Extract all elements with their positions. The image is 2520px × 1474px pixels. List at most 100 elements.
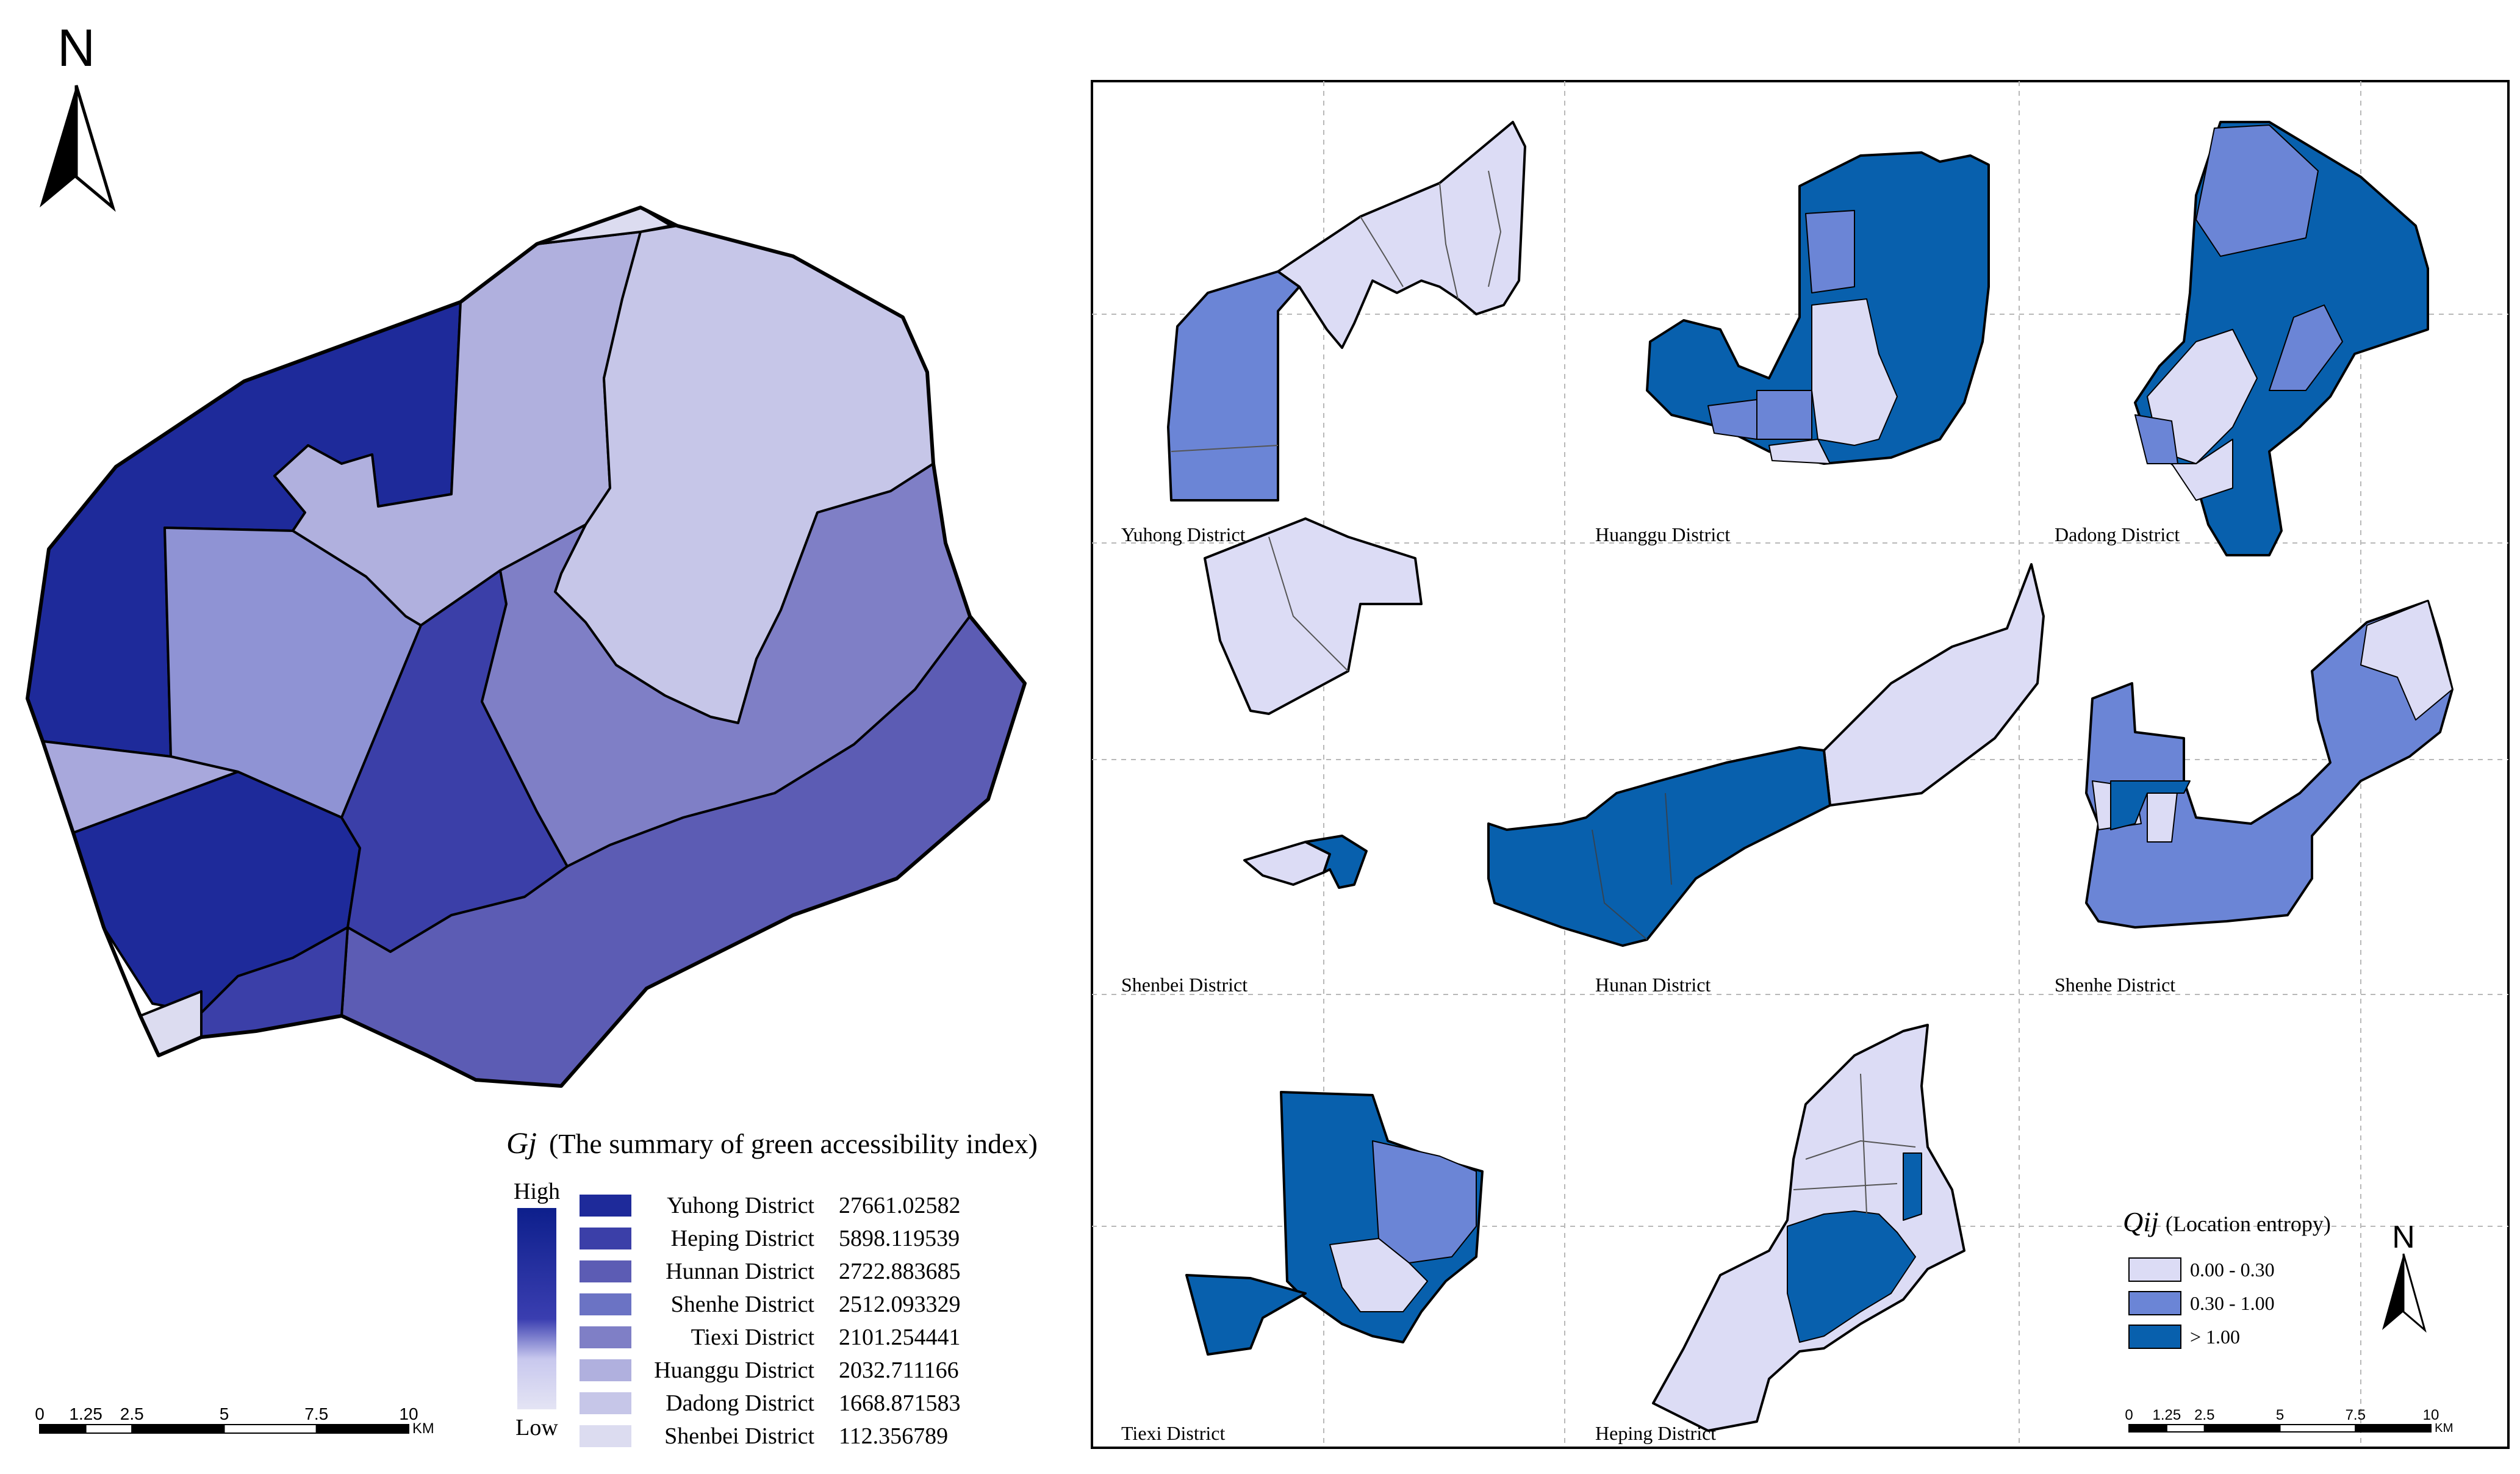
gj-swatch: [580, 1326, 631, 1348]
qij-swatch: [2128, 1291, 2181, 1315]
panel-label: Dadong District: [2055, 523, 2180, 545]
huanggu-sub-mid-c: [1707, 399, 1757, 440]
panel-label: Shenhe District: [2055, 974, 2175, 996]
north-arrow-right-dark: [2382, 1254, 2403, 1330]
sub-district-maps: [1167, 121, 2454, 1432]
gj-district-name: Shenhe District: [671, 1292, 815, 1317]
qij-class-label: 0.00 - 0.30: [2190, 1259, 2275, 1281]
hunnan-sub-dark-b: [1592, 793, 1672, 940]
scale-segment: [2128, 1424, 2167, 1433]
scale-tick-label: 1.25: [2153, 1407, 2181, 1423]
scale-segment: [39, 1424, 87, 1434]
gj-district-name: Dadong District: [666, 1390, 814, 1416]
tiexi-sub-sw: [1185, 1274, 1307, 1356]
north-arrow-right-light: [2402, 1253, 2427, 1333]
scale-segment: [2166, 1424, 2205, 1433]
scale-tick-label: 2.5: [2194, 1407, 2214, 1423]
gj-legend-symbol: Gj: [506, 1126, 537, 1160]
gj-swatch: [580, 1228, 631, 1249]
gj-district-value: 2722.883685: [839, 1259, 961, 1284]
gj-swatch: [580, 1425, 631, 1447]
gj-district-name: Huanggu District: [654, 1357, 814, 1383]
shenbei-subdistricts: [1204, 517, 1423, 889]
shenhe-sub-light-ne: [2360, 600, 2453, 721]
huanggu-sub-light-b: [1768, 439, 1831, 464]
dadong-subdistricts: [2134, 121, 2429, 556]
hunnan-sub-light: [1823, 563, 2045, 807]
gj-swatch: [580, 1293, 631, 1315]
hunnan-sub-dark: [1487, 746, 1831, 947]
scale-segment: [315, 1424, 409, 1434]
scale-segment: [223, 1424, 317, 1434]
scale-tick-label: 7.5: [304, 1404, 328, 1423]
north-arrow-left: N: [40, 19, 116, 212]
huanggu-subdistricts: [1646, 151, 1990, 465]
yuhong-subdistricts: [1167, 121, 1526, 502]
north-arrow-dark-half: [40, 85, 76, 207]
ramp-low-label: Low: [515, 1415, 558, 1440]
shenhe-sub-light-c: [2147, 786, 2178, 843]
qij-class-label: > 1.00: [2190, 1326, 2240, 1348]
north-arrow-light-half: [74, 85, 116, 212]
gj-district-value: 2032.711166: [839, 1357, 959, 1383]
shenbei-sub-north: [1204, 517, 1423, 715]
north-arrow-right: N: [2382, 1220, 2427, 1333]
panel-label: Huanggu District: [1595, 523, 1730, 545]
gj-district-value: 2101.254441: [839, 1325, 961, 1350]
huanggu-sub-mid-b: [1756, 390, 1812, 440]
panel-label: Heping District: [1595, 1422, 1716, 1444]
qij-class-label: 0.30 - 1.00: [2190, 1292, 2275, 1314]
qij-legend: Qij (Location entropy) 0.00 - 0.30 0.30 -…: [2123, 1206, 2331, 1349]
heping-subdistricts: [1652, 1024, 1965, 1432]
qij-legend-classes: 0.00 - 0.30 0.30 - 1.00 > 1.00: [2128, 1257, 2275, 1349]
panel-labels: Yuhong District Huanggu District Dadong Di…: [1121, 523, 2180, 1444]
scale-tick-label: 7.5: [2346, 1407, 2366, 1423]
tiexi-sub-light: [1329, 1238, 1428, 1312]
gj-legend-title: (The summary of green accessibility inde…: [549, 1128, 1038, 1159]
gj-swatch: [580, 1392, 631, 1414]
yuhong-sub-east: [1277, 121, 1526, 349]
gj-district-name: Tiexi District: [691, 1325, 815, 1350]
ramp-high-label: High: [514, 1179, 560, 1204]
gj-swatch: [580, 1195, 631, 1217]
scale-unit: KM: [412, 1420, 434, 1437]
dadong-sub-light-b: [2171, 439, 2233, 501]
qij-legend-symbol: Qij: [2123, 1206, 2159, 1237]
scale-segment: [85, 1424, 133, 1434]
qij-legend-title: (Location entropy): [2166, 1212, 2331, 1236]
gj-district-value: 2512.093329: [839, 1292, 961, 1317]
dadong-sub-mid-b: [2134, 414, 2178, 464]
shenhe-subdistricts: [2085, 600, 2454, 929]
shenhe-sub-dark: [2110, 780, 2191, 830]
scale-tick-label: 2.5: [120, 1404, 144, 1423]
scale-tick-label: 0: [35, 1404, 45, 1423]
scale-tick-label: 0: [2125, 1407, 2133, 1423]
panel-label: Yuhong District: [1121, 523, 1246, 545]
huanggu-sub-mid-a: [1805, 210, 1855, 293]
qij-swatch: [2128, 1325, 2181, 1349]
scale-segment: [2355, 1424, 2432, 1433]
panel-label: Hunan District: [1595, 974, 1711, 996]
yuhong-sub-west: [1167, 270, 1301, 502]
scale-segment: [131, 1424, 225, 1434]
gj-swatch: [580, 1359, 631, 1381]
gj-district-name: Heping District: [671, 1226, 815, 1251]
gj-district-value: 112.356789: [839, 1423, 948, 1449]
scale-tick-label: 5: [2276, 1407, 2284, 1423]
gj-legend: Gj (The summary of green accessibility i…: [506, 1126, 1038, 1449]
gj-district-value: 5898.119539: [839, 1226, 960, 1251]
north-label-right: N: [2392, 1220, 2415, 1255]
scale-tick-label: 1.25: [69, 1404, 102, 1423]
gj-color-ramp: [517, 1208, 556, 1409]
scale-tick-label: 5: [220, 1404, 229, 1423]
heping-sub-dark-strip: [1903, 1152, 1922, 1221]
scale-tick-label: 10: [2423, 1407, 2439, 1423]
gj-district-value: 1668.871583: [839, 1390, 961, 1416]
scale-segment: [2203, 1424, 2281, 1433]
qij-swatch: [2128, 1257, 2181, 1282]
gj-district-name: Yuhong District: [667, 1193, 814, 1218]
panel-label: Shenbei District: [1121, 974, 1247, 996]
gj-district-name: Hunnan District: [666, 1259, 814, 1284]
